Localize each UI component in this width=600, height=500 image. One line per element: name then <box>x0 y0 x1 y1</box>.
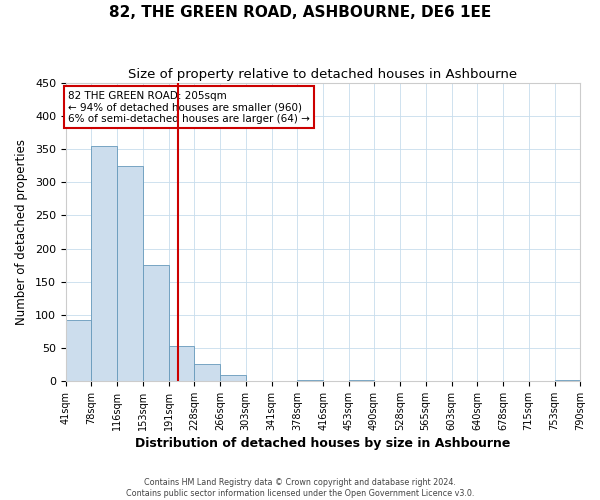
Bar <box>349 380 374 381</box>
Y-axis label: Number of detached properties: Number of detached properties <box>15 139 28 325</box>
Bar <box>554 380 580 381</box>
Bar <box>91 146 117 381</box>
Title: Size of property relative to detached houses in Ashbourne: Size of property relative to detached ho… <box>128 68 517 80</box>
Bar <box>220 375 245 381</box>
Bar <box>66 320 91 381</box>
Text: Contains HM Land Registry data © Crown copyright and database right 2024.
Contai: Contains HM Land Registry data © Crown c… <box>126 478 474 498</box>
Bar <box>194 364 220 381</box>
Bar <box>297 380 323 381</box>
Text: 82 THE GREEN ROAD: 205sqm
← 94% of detached houses are smaller (960)
6% of semi-: 82 THE GREEN ROAD: 205sqm ← 94% of detac… <box>68 90 310 124</box>
Bar <box>143 265 169 381</box>
Text: 82, THE GREEN ROAD, ASHBOURNE, DE6 1EE: 82, THE GREEN ROAD, ASHBOURNE, DE6 1EE <box>109 5 491 20</box>
X-axis label: Distribution of detached houses by size in Ashbourne: Distribution of detached houses by size … <box>135 437 511 450</box>
Bar <box>169 346 194 381</box>
Bar <box>117 166 143 381</box>
